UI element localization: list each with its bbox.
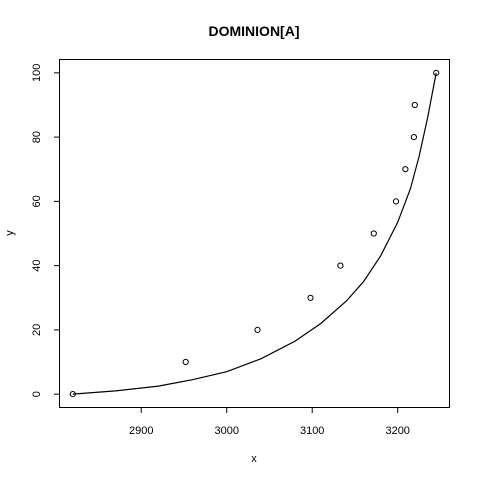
data-point [410,134,417,141]
data-point [402,166,409,173]
data-point [69,391,76,398]
data-point [392,198,400,205]
data-point [370,230,377,237]
data-point [254,326,261,333]
x-axis: 2900 3000 3100 3200 [129,407,410,437]
data-point [433,69,440,77]
y-tick-label: 40 [31,260,43,272]
x-tick-label: 3100 [300,425,324,437]
data-point [411,101,418,109]
chart-title: DOMINION[A] [209,23,300,39]
x-tick-label: 3000 [214,425,238,437]
data-point [307,294,314,301]
series-layer [69,69,440,398]
y-tick-label: 100 [31,64,43,82]
data-point [337,262,344,269]
fitted-curve [72,72,437,395]
y-tick-label: 60 [31,195,43,207]
x-axis-label: x [251,453,257,465]
data-point [182,358,189,366]
plot-frame [59,59,450,408]
y-tick-label: 0 [31,391,43,397]
y-tick-label: 20 [31,324,43,336]
y-tick-label: 80 [31,131,43,143]
y-axis: 0 20 40 60 80 100 [31,64,60,397]
x-tick-label: 3200 [385,425,409,437]
x-tick-label: 2900 [129,425,153,437]
y-axis-label: y [4,230,16,236]
